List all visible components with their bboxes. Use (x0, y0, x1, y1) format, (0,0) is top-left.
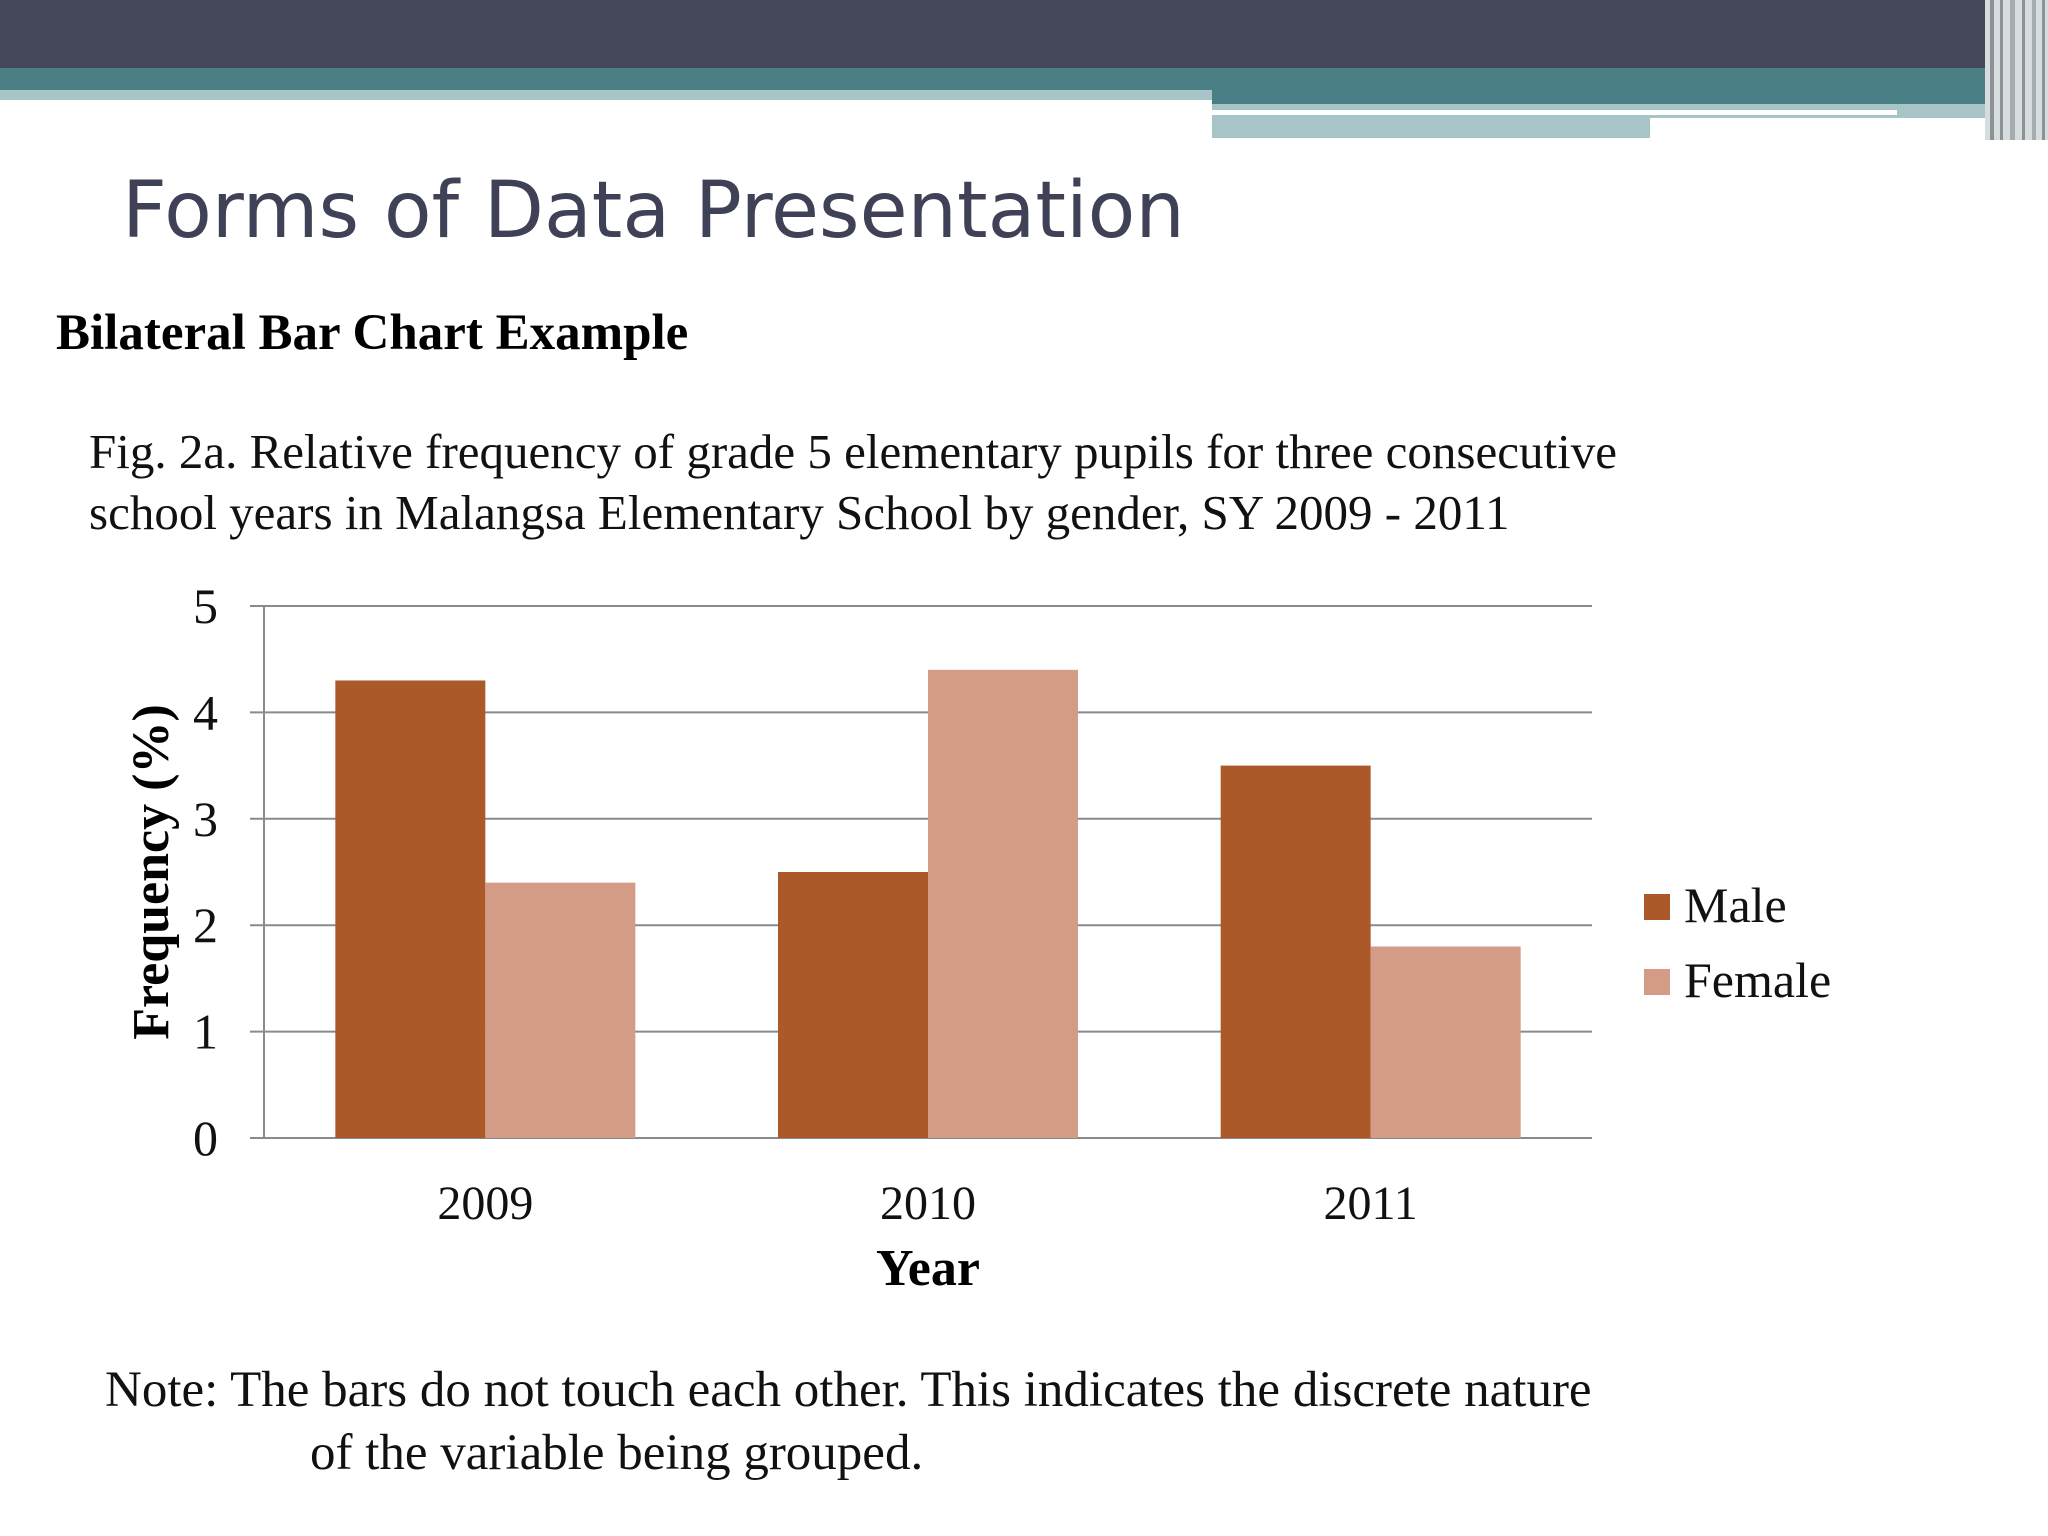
slide-header-band (0, 0, 2048, 140)
note-line-2: of the variable being grouped. (310, 1425, 924, 1481)
slide-subtitle: Bilateral Bar Chart Example (56, 305, 689, 361)
y-tick-label: 5 (193, 578, 218, 634)
bar-male-2011 (1220, 765, 1371, 1138)
figure-caption: Fig. 2a. Relative frequency of grade 5 e… (89, 421, 1969, 543)
y-tick-label: 4 (193, 684, 218, 740)
x-tick-label: 2010 (880, 1177, 976, 1230)
y-tick-label: 2 (193, 897, 218, 953)
y-axis-title: Frequency (%) (123, 704, 180, 1040)
y-tick-label: 1 (193, 1004, 218, 1060)
bar-male-2010 (778, 872, 928, 1138)
bar-female-2011 (1370, 946, 1521, 1138)
y-tick-label: 0 (193, 1110, 218, 1166)
legend-swatch-male (1644, 894, 1670, 920)
bar-female-2010 (928, 669, 1078, 1138)
figure-caption-line-1: Fig. 2a. Relative frequency of grade 5 e… (89, 424, 1617, 479)
axis-labels: 0 1 2 3 4 5 2009 2010 2011 Year Frequency (%) (123, 578, 1418, 1297)
y-tick-label: 3 (193, 791, 218, 847)
legend: Male Female (1644, 877, 1831, 1008)
chart-note: Note: The bars do not touch each other. … (105, 1359, 1592, 1485)
header-decoration (0, 0, 2048, 140)
x-tick-label: 2009 (437, 1177, 533, 1230)
bars (335, 669, 1521, 1138)
legend-label-female: Female (1684, 952, 1831, 1008)
note-line-1: Note: The bars do not touch each other. … (105, 1362, 1592, 1418)
legend-label-male: Male (1684, 877, 1787, 933)
bar-male-2009 (335, 680, 486, 1138)
x-axis-title: Year (876, 1240, 980, 1297)
bar-female-2009 (485, 882, 636, 1138)
figure-caption-line-2: school years in Malangsa Elementary Scho… (89, 485, 1510, 540)
x-tick-label: 2011 (1324, 1177, 1418, 1230)
legend-swatch-female (1644, 969, 1670, 995)
slide-title: Forms of Data Presentation (122, 166, 1185, 256)
